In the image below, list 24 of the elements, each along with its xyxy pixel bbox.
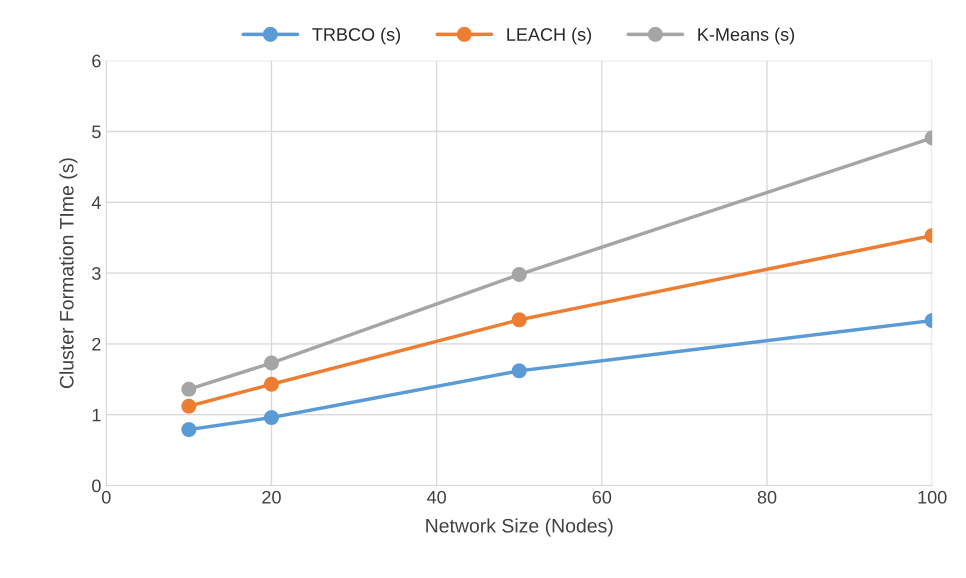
point — [181, 422, 196, 438]
legend-label: K-Means (s) — [698, 28, 794, 44]
x-tick-label: 20 — [262, 490, 281, 504]
y-tick-label: 4 — [92, 196, 101, 209]
legend-label: LEACH (s) — [507, 28, 592, 44]
x-tick-label: 0 — [102, 490, 111, 504]
y-axis-title: Cluster Formation TIme (s) — [59, 158, 78, 388]
point — [181, 398, 196, 414]
y-tick-label: 5 — [92, 126, 101, 138]
point — [264, 356, 279, 370]
y-tick-label: 3 — [92, 267, 101, 280]
y-tick-label: 6 — [92, 54, 101, 68]
x-tick-label: 40 — [427, 490, 446, 504]
point — [181, 382, 196, 397]
x-tick-label: 60 — [592, 490, 612, 504]
y-tick-label: 1 — [92, 408, 101, 422]
point — [264, 410, 279, 426]
x-tick-label: 100 — [918, 490, 947, 504]
y-tick-label: 0 — [92, 479, 101, 492]
x-tick-label: 80 — [758, 490, 776, 504]
legend-label: TRBCO (s) — [312, 28, 400, 44]
point — [264, 376, 279, 392]
y-tick-label: 2 — [92, 338, 100, 350]
x-axis-title: Network Size (Nodes) — [426, 518, 613, 536]
